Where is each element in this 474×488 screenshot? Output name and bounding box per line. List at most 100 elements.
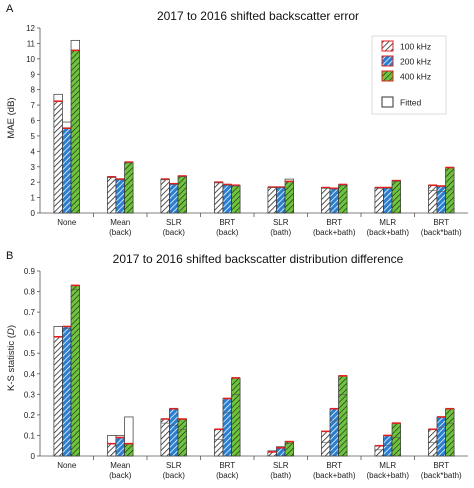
x-category-label: BRT (433, 461, 449, 470)
x-category-label: (bath) (270, 228, 291, 237)
panel-a-title: 2017 to 2016 shifted backscatter error (157, 9, 359, 23)
y-tick-label: 0.5 (24, 349, 36, 358)
x-category-label: None (57, 461, 77, 470)
legend-swatch-fitted (381, 96, 394, 108)
panel-a-letter: A (6, 3, 14, 15)
y-tick-label: 0 (31, 452, 36, 461)
y-tick-label: 10 (26, 55, 35, 64)
bar-100khz (53, 100, 63, 214)
x-category-label: (back) (109, 228, 132, 237)
bar-200khz (436, 185, 446, 214)
bar-100khz (321, 430, 331, 457)
bar-200khz (62, 127, 72, 214)
panel-a-ylabel: MAE (dB) (6, 97, 17, 138)
x-category-label: (bath) (270, 471, 291, 480)
x-category-label: Mean (110, 461, 130, 470)
x-category-label: SLR (273, 461, 289, 470)
panel-a-legend: 100 kHz 200 kHz 400 kHz Fitted (371, 35, 447, 115)
y-tick-label: 6 (31, 117, 36, 126)
legend-label-fitted: Fitted (400, 98, 422, 108)
bar-200khz (329, 187, 339, 214)
bar-100khz (267, 186, 277, 214)
bar-200khz (222, 184, 232, 214)
y-tick-label: 0.9 (24, 267, 36, 276)
bar-400khz (391, 422, 401, 457)
x-category-label: (back+bath) (367, 228, 410, 237)
y-tick-label: 0.2 (24, 411, 36, 420)
bar-100khz (107, 443, 117, 457)
x-category-label: BRT (326, 461, 342, 470)
bar-100khz (107, 176, 117, 214)
bar-100khz (53, 336, 63, 457)
bar-fitted-400khz (124, 416, 134, 445)
y-tick-label: 0.8 (24, 288, 36, 297)
bar-fitted-100khz (53, 326, 63, 338)
bar-400khz (124, 161, 134, 214)
panel-b-ylabel-text: K-S statistic (D) (6, 325, 17, 391)
legend-label-200khz: 200 kHz (400, 57, 431, 67)
bar-400khz (284, 181, 294, 214)
x-category-label: BRT (219, 218, 235, 227)
panel-b-letter: B (6, 250, 13, 262)
x-category-label: MLR (379, 218, 396, 227)
bar-400khz (70, 285, 80, 457)
bar-100khz (214, 428, 224, 457)
x-category-label: BRT (433, 218, 449, 227)
bar-200khz (169, 183, 179, 214)
bar-200khz (276, 447, 286, 457)
bar-100khz (160, 178, 170, 214)
bar-200khz (276, 186, 286, 214)
panel-b-ylabel: K-S statistic (D) (6, 325, 17, 391)
x-category-label: (back+bath) (313, 228, 356, 237)
x-category-label: MLR (379, 461, 396, 470)
y-tick-label: 0 (31, 209, 36, 218)
y-tick-label: 0.4 (24, 370, 36, 379)
bar-100khz (374, 187, 384, 214)
x-category-label: None (57, 218, 77, 227)
bar-fitted-200khz (62, 121, 72, 129)
x-category-label: (back*bath) (421, 228, 462, 237)
y-tick-label: 3 (31, 163, 36, 172)
bar-200khz (169, 408, 179, 457)
bar-400khz (124, 443, 134, 457)
y-tick-label: 11 (27, 39, 36, 48)
bar-200khz (329, 408, 339, 457)
x-category-label: (back) (216, 228, 239, 237)
bar-400khz (338, 184, 348, 214)
x-category-label: (back) (216, 471, 239, 480)
bar-400khz (338, 375, 348, 457)
y-tick-label: 7 (31, 101, 36, 110)
x-category-label: BRT (219, 461, 235, 470)
y-tick-label: 0.7 (24, 308, 36, 317)
bar-200khz (436, 416, 446, 457)
bar-fitted-100khz (53, 93, 63, 102)
bar-fitted-100khz (107, 435, 117, 445)
x-category-label: (back+bath) (367, 471, 410, 480)
y-tick-label: 0.1 (24, 431, 36, 440)
x-category-label: BRT (326, 218, 342, 227)
bar-400khz (231, 184, 241, 214)
bar-400khz (445, 408, 455, 457)
x-category-label: SLR (273, 218, 289, 227)
x-category-label: (back+bath) (313, 471, 356, 480)
x-category-label: SLR (166, 461, 182, 470)
bar-200khz (222, 398, 232, 457)
bar-200khz (383, 187, 393, 214)
legend-swatch-200khz (381, 55, 394, 67)
x-category-label: (back) (163, 471, 186, 480)
y-tick-label: 8 (31, 86, 36, 95)
y-tick-label: 4 (31, 147, 36, 156)
x-category-label: SLR (166, 218, 182, 227)
bar-200khz (115, 437, 125, 457)
x-category-label: (back) (163, 228, 186, 237)
legend-label-400khz: 400 kHz (400, 72, 431, 82)
legend-label-100khz: 100 kHz (400, 42, 431, 52)
x-category-label: Mean (110, 218, 130, 227)
bar-400khz (177, 418, 187, 457)
bar-100khz (374, 445, 384, 457)
bar-100khz (214, 181, 224, 214)
y-tick-label: 5 (31, 132, 36, 141)
x-category-label: (back) (109, 471, 132, 480)
bar-100khz (160, 418, 170, 457)
bar-400khz (391, 180, 401, 214)
